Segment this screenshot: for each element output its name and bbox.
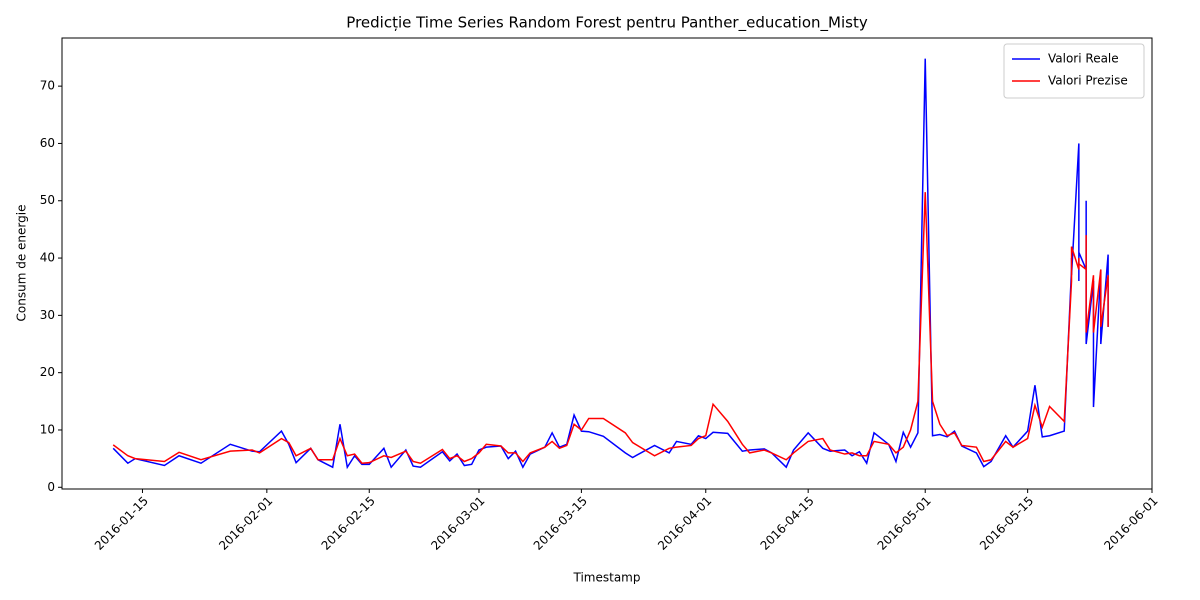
y-tick-label: 70 [40,79,55,93]
y-tick-label: 10 [40,422,55,436]
chart-title: Predicție Time Series Random Forest pent… [346,14,868,33]
x-tick-label: 2016-05-15 [977,494,1036,553]
series-line [112,58,1109,470]
y-tick-label: 60 [40,136,55,150]
x-tick-label: 2016-04-01 [655,494,714,553]
legend-label: Valori Reale [1048,52,1119,66]
x-tick-label: 2016-06-01 [1101,494,1160,553]
y-tick-label: 0 [47,480,55,494]
y-axis-label: Consum de energie [15,205,29,322]
x-tick-label: 2016-01-15 [92,494,151,553]
x-tick-label: 2016-04-15 [758,494,817,553]
x-tick-label: 2016-05-01 [875,494,934,553]
x-axis-label: Timestamp [573,571,641,585]
x-tick-label: 2016-02-15 [319,494,378,553]
legend-label: Valori Prezise [1048,74,1128,88]
legend-box [1003,43,1145,99]
x-tick-label: 2016-02-01 [216,494,275,553]
x-tick-label: 2016-03-15 [531,494,590,553]
y-tick-label: 50 [40,193,55,207]
x-tick-label: 2016-03-01 [428,494,487,553]
y-tick-label: 20 [40,365,55,379]
plot-frame [61,37,1153,490]
y-tick-label: 40 [40,251,55,265]
series-line [112,192,1109,465]
y-tick-label: 30 [40,308,55,322]
